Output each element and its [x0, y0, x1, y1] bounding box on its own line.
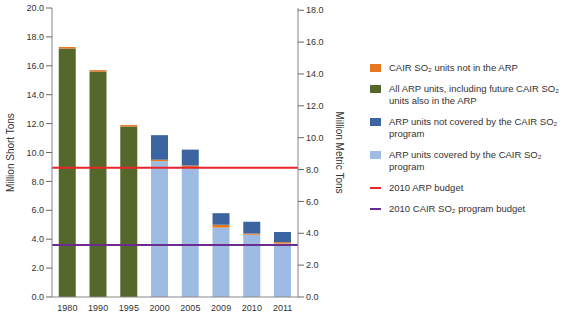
html-text:2010 CAIR SO₂ program budget: 2010 CAIR SO₂ program budget: [389, 203, 526, 214]
html-text:ARP units covered by the CAIR: ARP units covered by the CAIR SO₂ progra…: [389, 149, 542, 172]
svg-text:6.0: 6.0: [31, 205, 44, 215]
svg-text:18.0: 18.0: [306, 5, 324, 15]
svg-text:10.0: 10.0: [26, 148, 44, 158]
svg-text:2010: 2010: [242, 303, 262, 313]
svg-text:20.0: 20.0: [26, 3, 44, 13]
svg-text:1990: 1990: [88, 303, 108, 313]
svg-text:16.0: 16.0: [26, 61, 44, 71]
html-text:CAIR SO₂ units not in the ARP: CAIR SO₂ units not in the ARP: [389, 62, 518, 73]
svg-text:2000: 2000: [150, 303, 170, 313]
svg-text:1980: 1980: [57, 303, 77, 313]
svg-text:Million Short Tons: Million Short Tons: [8, 113, 16, 192]
svg-text:8.0: 8.0: [31, 177, 44, 187]
svg-text:14.0: 14.0: [26, 90, 44, 100]
svg-text:Million Metric Tons: Million Metric Tons: [334, 111, 345, 193]
svg-text:10.0: 10.0: [306, 133, 324, 143]
svg-text:2005: 2005: [180, 303, 200, 313]
html-text:2010 ARP budget: 2010 ARP budget: [389, 182, 464, 193]
svg-text:16.0: 16.0: [306, 37, 324, 47]
svg-text:4.0: 4.0: [31, 234, 44, 244]
html-text:All ARP units, including futur: All ARP units, including future CAIR SO₂…: [389, 83, 559, 106]
svg-text:14.0: 14.0: [306, 69, 324, 79]
svg-text:1995: 1995: [119, 303, 139, 313]
svg-text:4.0: 4.0: [306, 228, 319, 238]
svg-text:0.0: 0.0: [306, 292, 319, 302]
svg-text:12.0: 12.0: [306, 101, 324, 111]
svg-text:0.0: 0.0: [31, 292, 44, 302]
svg-text:2.0: 2.0: [31, 263, 44, 273]
svg-text:2.0: 2.0: [306, 260, 319, 270]
svg-text:12.0: 12.0: [26, 119, 44, 129]
svg-text:8.0: 8.0: [306, 165, 319, 175]
html-text:ARP units not covered by the C: ARP units not covered by the CAIR SO₂ pr…: [389, 116, 558, 139]
svg-text:2011: 2011: [273, 303, 292, 313]
svg-text:2009: 2009: [211, 303, 231, 313]
svg-text:6.0: 6.0: [306, 197, 319, 207]
svg-text:18.0: 18.0: [26, 32, 44, 42]
